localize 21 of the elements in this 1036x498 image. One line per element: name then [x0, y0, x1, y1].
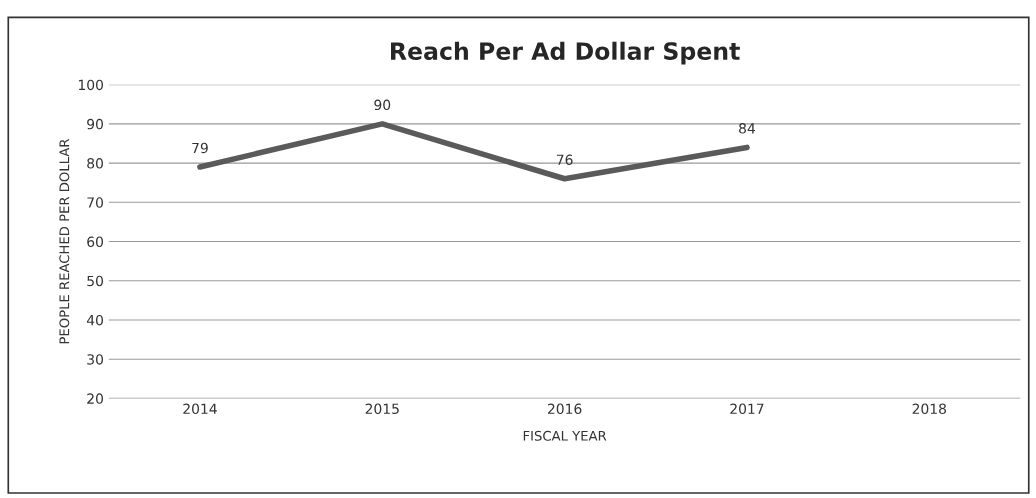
y-tick-label: 90: [87, 118, 103, 130]
x-tick-label: 2017: [730, 403, 764, 415]
y-tick-label: 40: [86, 314, 103, 326]
data-label: 76: [556, 154, 573, 165]
y-tick-label: 60: [87, 236, 103, 247]
x-tick-label: 2016: [547, 403, 582, 415]
y-tick-label: 30: [87, 354, 103, 365]
y-axis-title: PEOPLE REACHED PER DOLLAR: [59, 138, 70, 344]
chart-title: Reach Per Ad Dollar Spent: [391, 41, 740, 65]
data-label: 79: [192, 142, 208, 154]
x-tick-label: 2018: [912, 403, 947, 415]
x-tick-label: 2014: [183, 403, 217, 415]
x-tick-label: 2015: [365, 403, 399, 415]
y-tick-label: 70: [87, 197, 103, 208]
y-tick-label: 20: [87, 393, 103, 404]
y-tick-label: 100: [78, 79, 103, 91]
data-label: 90: [374, 99, 391, 111]
y-tick-label: 50: [87, 275, 103, 287]
x-axis-title: FISCAL YEAR: [523, 430, 607, 441]
data-label: 84: [739, 123, 756, 134]
y-tick-label: 80: [87, 158, 103, 169]
